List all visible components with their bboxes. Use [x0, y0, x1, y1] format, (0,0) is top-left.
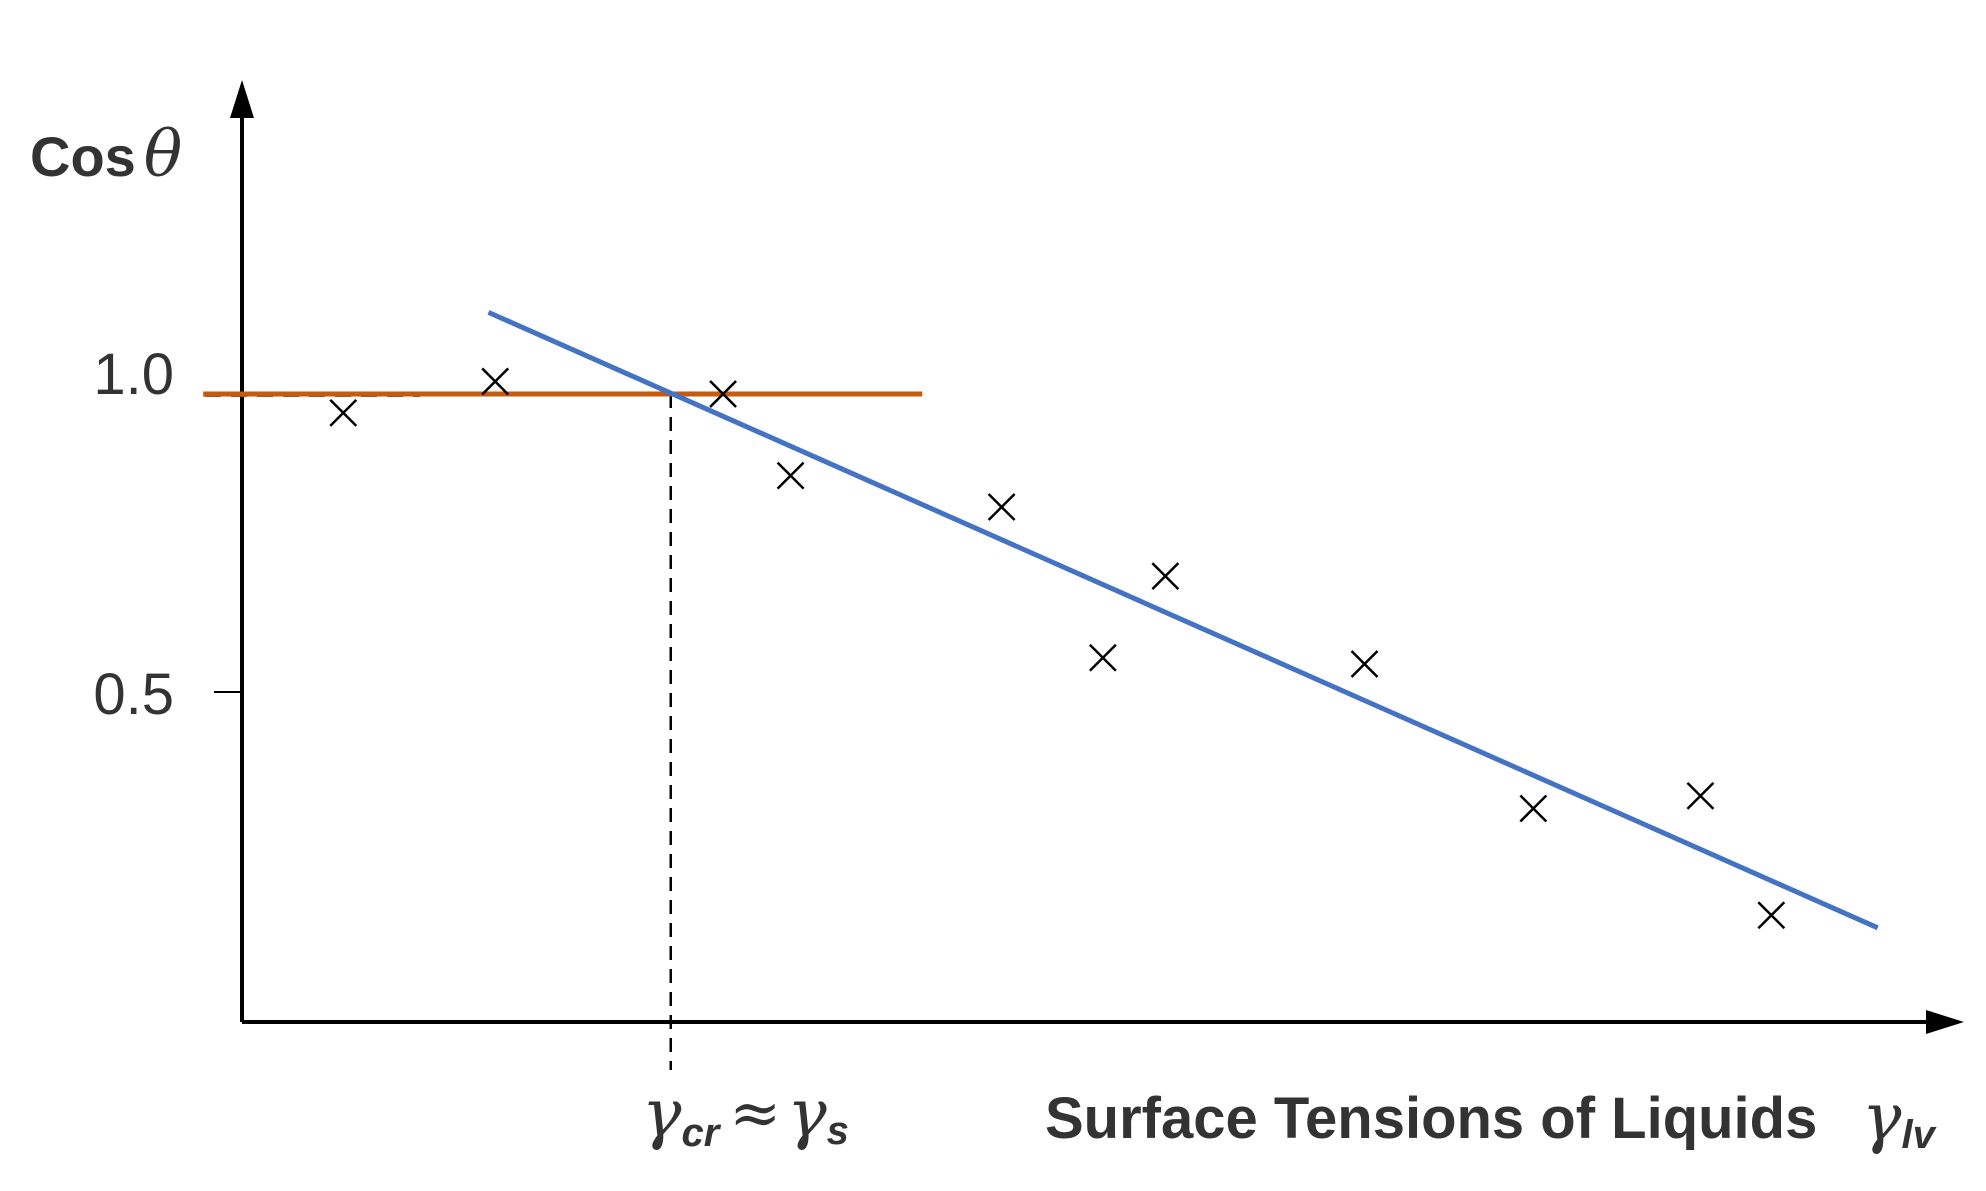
data-point-5: [987, 493, 1016, 521]
data-point-10: [1686, 782, 1715, 810]
data-point-8: [1350, 650, 1379, 678]
data-point-11: [1757, 901, 1786, 930]
x-axis-symbol: γlv: [1862, 1079, 1938, 1157]
data-point-9: [1519, 794, 1548, 823]
x-axis-arrow: [1926, 1010, 1964, 1034]
regression-line: [487, 310, 1879, 931]
data-point-6: [1088, 643, 1117, 672]
chart-marks: [203, 310, 1879, 1070]
y-axis-title: Cos θ: [30, 118, 182, 192]
data-point-1: [329, 398, 358, 427]
data-point-2: [481, 367, 510, 396]
data-point-3: [709, 380, 737, 408]
y-axis-arrow: [230, 80, 254, 118]
x-axis-title: Surface Tensions of Liquids: [1045, 1086, 1817, 1151]
y-tick-label-2: 0.5: [93, 662, 174, 727]
data-point-7: [1151, 562, 1180, 591]
data-point-4: [776, 461, 805, 490]
critical-label: γcr ≈γs: [642, 1075, 849, 1155]
y-tick-label-1: 1.0: [93, 342, 174, 407]
